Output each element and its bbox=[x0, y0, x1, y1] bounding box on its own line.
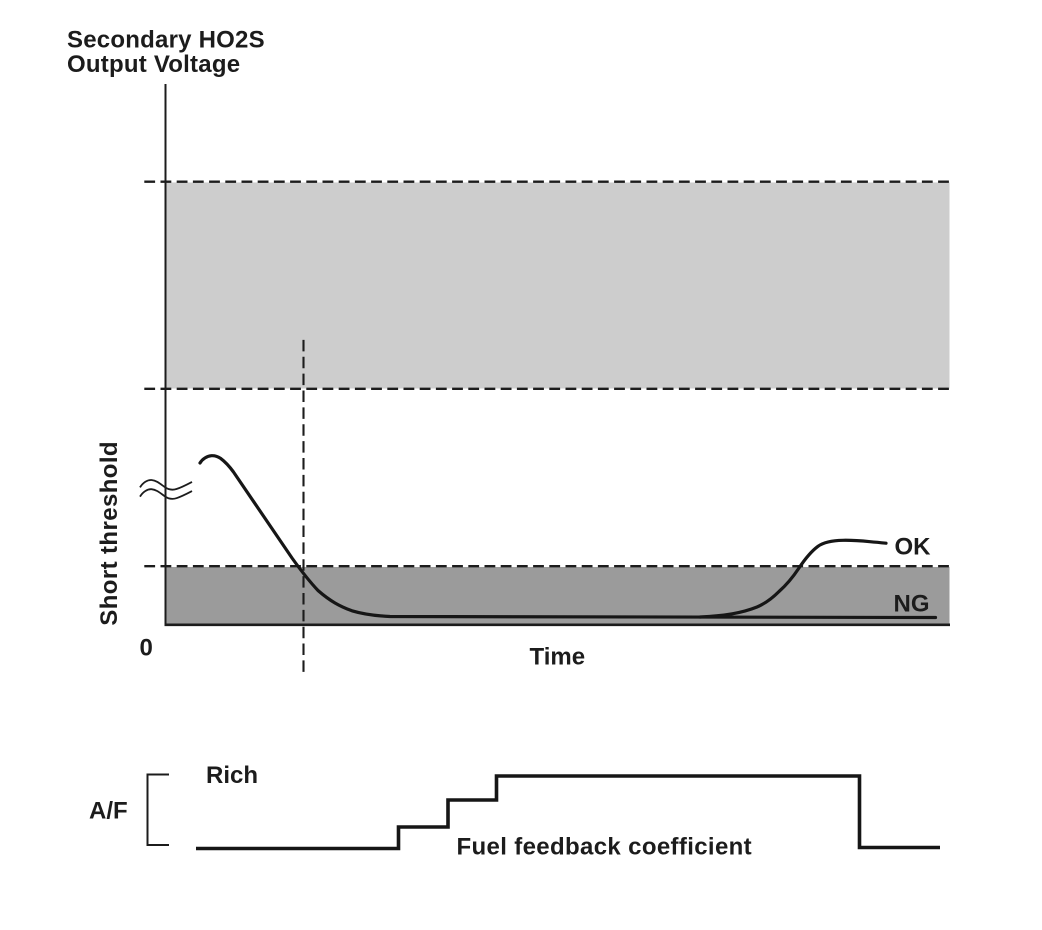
svg-text:Output Voltage: Output Voltage bbox=[67, 51, 240, 78]
svg-text:NG: NG bbox=[894, 591, 930, 618]
svg-text:Short threshold: Short threshold bbox=[96, 441, 123, 626]
svg-text:Rich: Rich bbox=[206, 762, 258, 789]
svg-text:A/F: A/F bbox=[89, 798, 128, 825]
svg-text:Fuel feedback coefficient: Fuel feedback coefficient bbox=[457, 834, 753, 861]
svg-text:Time: Time bbox=[530, 644, 586, 671]
svg-text:Secondary HO2S: Secondary HO2S bbox=[67, 27, 265, 54]
svg-text:OK: OK bbox=[895, 534, 932, 561]
svg-text:0: 0 bbox=[140, 635, 153, 662]
